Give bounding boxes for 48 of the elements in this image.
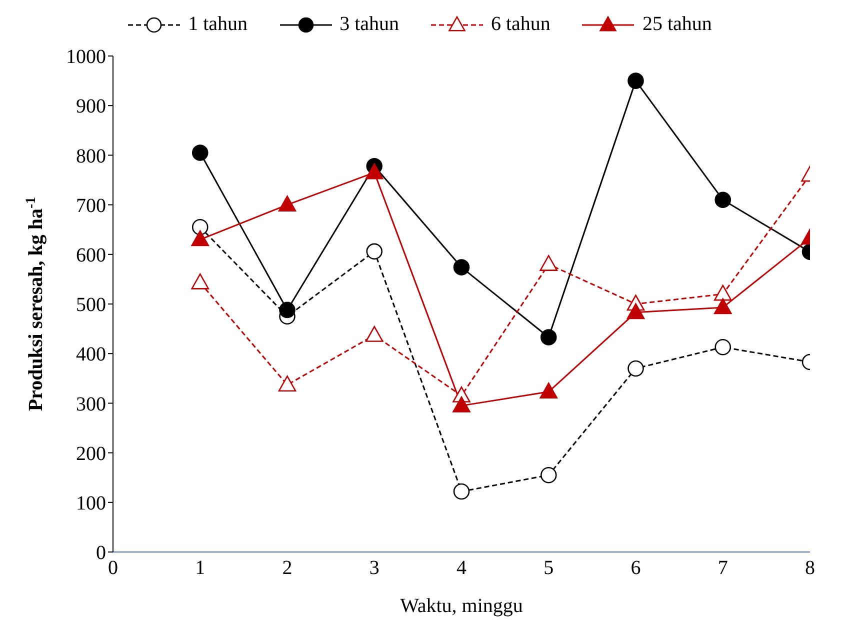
- point: [714, 339, 732, 356]
- y-tick-label: 800: [76, 145, 106, 168]
- point: [540, 255, 558, 271]
- point: [191, 230, 210, 246]
- x-tick-label: 6: [630, 557, 641, 580]
- point: [453, 259, 470, 276]
- y-tick-label: 900: [76, 96, 106, 118]
- legend-label: 25 tahun: [642, 13, 712, 36]
- point: [366, 243, 383, 260]
- legend-label: 6 tahun: [491, 13, 550, 36]
- y-tick-label: 600: [76, 244, 106, 266]
- point: [453, 483, 470, 500]
- point: [365, 326, 384, 342]
- point: [191, 273, 210, 290]
- x-axis-title: Waktu, minggu: [400, 595, 523, 617]
- y-tick-label: 0: [96, 542, 106, 564]
- y-tick-label: 300: [76, 393, 106, 416]
- point: [192, 144, 208, 161]
- legend-label: 1 tahun: [188, 13, 248, 36]
- point: [628, 72, 644, 89]
- x-tick-label: 3: [369, 557, 380, 580]
- y-tick-label: 400: [76, 344, 106, 366]
- point: [452, 396, 470, 412]
- point: [540, 329, 557, 346]
- point: [279, 302, 296, 318]
- point: [365, 163, 384, 180]
- point: [278, 376, 296, 392]
- x-tick-label: 7: [718, 557, 728, 580]
- x-tick-label: 4: [456, 557, 466, 580]
- y-tick-label: 500: [76, 294, 106, 316]
- y-tick-label: 200: [76, 442, 106, 465]
- point: [540, 466, 557, 484]
- point: [628, 360, 644, 377]
- y-tick-label: 700: [76, 194, 106, 217]
- y-tick-label: 1000: [66, 46, 106, 68]
- y-tick-label: 100: [76, 492, 106, 514]
- x-tick-label: 5: [544, 557, 554, 580]
- legend-label: 3 tahun: [340, 13, 399, 36]
- point: [714, 284, 732, 301]
- x-tick-label: 2: [282, 557, 292, 580]
- point: [540, 382, 558, 398]
- point: [192, 218, 208, 236]
- point: [626, 303, 645, 320]
- point: [714, 192, 732, 208]
- point: [278, 196, 296, 212]
- x-tick-label: 8: [805, 557, 815, 580]
- x-tick-label: 1: [195, 557, 206, 580]
- point: [714, 298, 732, 314]
